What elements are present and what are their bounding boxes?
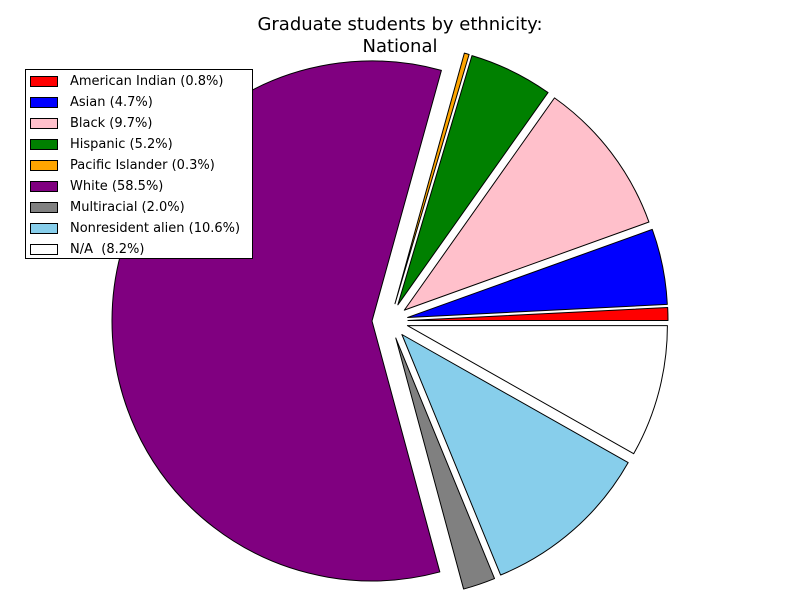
- legend-item-n-a: N/A (8.2%): [30, 241, 145, 257]
- legend-item-american-indian: American Indian (0.8%): [30, 73, 224, 89]
- legend-label: N/A (8.2%): [70, 241, 145, 257]
- legend-swatch: [30, 75, 58, 87]
- legend-swatch: [30, 222, 58, 234]
- legend-label: Black (9.7%): [70, 115, 153, 131]
- pie-slice-american-indian: [407, 306, 669, 322]
- legend-item-multiracial: Multiracial (2.0%): [30, 199, 185, 215]
- chart-title-line-1: Graduate students by ethnicity:: [257, 14, 543, 35]
- legend-swatch: [30, 159, 58, 171]
- legend-label: Nonresident alien (10.6%): [70, 220, 241, 236]
- legend-item-hispanic: Hispanic (5.2%): [30, 136, 173, 152]
- legend-swatch: [30, 201, 58, 213]
- legend-item-nonresident-alien: Nonresident alien (10.6%): [30, 220, 241, 236]
- pie-slice-pacific-islander: [394, 52, 470, 305]
- legend-swatch: [30, 117, 58, 129]
- pie-slice-nonresident-alien: [401, 334, 629, 576]
- legend-item-black: Black (9.7%): [30, 115, 153, 131]
- pie-slice-hispanic: [397, 55, 549, 306]
- pie-slice-n-a: [406, 325, 668, 455]
- pie-slice-asian: [407, 228, 668, 318]
- legend-item-pacific-islander: Pacific Islander (0.3%): [30, 157, 215, 173]
- chart-title-line-2: National: [362, 36, 438, 57]
- legend: American Indian (0.8%) Asian (4.7%) Black …: [25, 69, 253, 259]
- pie-slice-black: [403, 97, 650, 311]
- legend-label: American Indian (0.8%): [70, 73, 224, 89]
- legend-swatch: [30, 180, 58, 192]
- legend-swatch: [30, 243, 58, 255]
- chart-title: Graduate students by ethnicity: National: [0, 14, 800, 58]
- legend-label: White (58.5%): [70, 178, 164, 194]
- legend-swatch: [30, 96, 58, 108]
- legend-label: Asian (4.7%): [70, 94, 153, 110]
- legend-item-white: White (58.5%): [30, 178, 164, 194]
- legend-label: Hispanic (5.2%): [70, 136, 173, 152]
- legend-swatch: [30, 138, 58, 150]
- legend-item-asian: Asian (4.7%): [30, 94, 153, 110]
- pie-slice-multiracial: [395, 337, 496, 590]
- legend-label: Pacific Islander (0.3%): [70, 157, 215, 173]
- legend-label: Multiracial (2.0%): [70, 199, 185, 215]
